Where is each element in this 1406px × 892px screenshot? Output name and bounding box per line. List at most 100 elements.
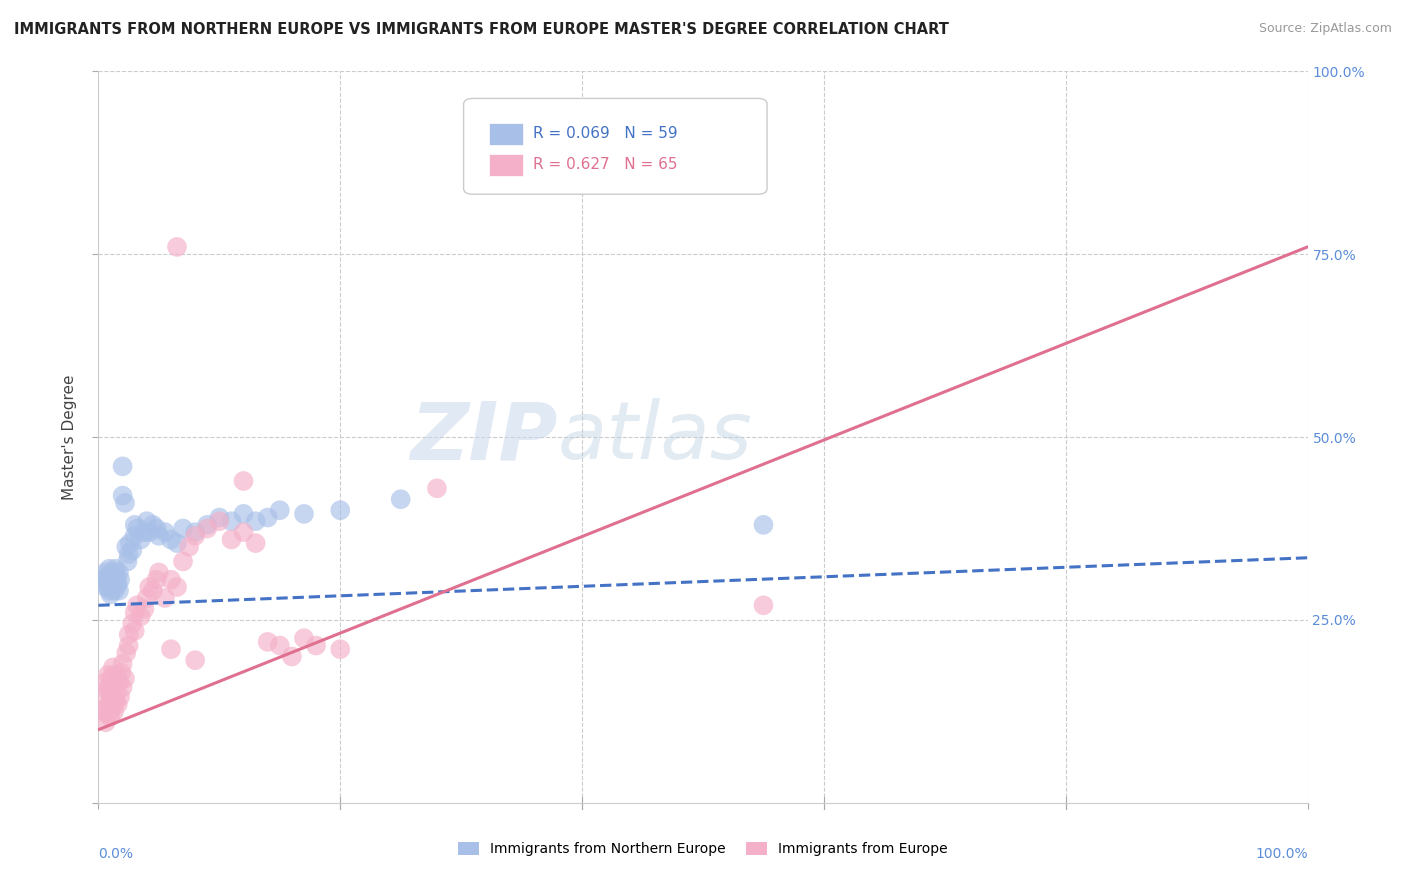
Point xyxy=(281,649,304,664)
Point xyxy=(96,682,118,697)
Point xyxy=(111,489,134,503)
Point xyxy=(134,525,156,540)
Point xyxy=(172,521,194,535)
Point xyxy=(100,569,122,583)
Point xyxy=(179,540,201,554)
Point xyxy=(111,459,134,474)
Point xyxy=(160,573,183,587)
Point xyxy=(100,587,122,601)
Text: atlas: atlas xyxy=(558,398,752,476)
Point xyxy=(96,576,118,591)
Point xyxy=(129,533,152,547)
Point xyxy=(305,639,328,653)
Point xyxy=(127,521,149,535)
Y-axis label: Master's Degree: Master's Degree xyxy=(62,375,77,500)
Point xyxy=(166,240,188,254)
Point xyxy=(269,503,291,517)
Point xyxy=(107,697,129,711)
Point xyxy=(93,690,115,704)
Point xyxy=(100,580,122,594)
Point xyxy=(148,566,170,580)
Point xyxy=(94,715,117,730)
Point xyxy=(389,492,412,507)
Point xyxy=(245,536,267,550)
Point xyxy=(94,566,117,580)
Point xyxy=(101,573,124,587)
Point xyxy=(101,566,124,580)
Point xyxy=(114,672,136,686)
Point xyxy=(292,632,315,646)
Point xyxy=(153,591,176,605)
Point xyxy=(121,616,143,631)
Point xyxy=(124,606,146,620)
Point xyxy=(98,583,121,598)
Point xyxy=(115,646,138,660)
Text: ZIP: ZIP xyxy=(411,398,558,476)
Text: R = 0.069   N = 59: R = 0.069 N = 59 xyxy=(533,126,678,141)
Point xyxy=(117,554,139,568)
Point xyxy=(98,697,121,711)
Point xyxy=(256,635,278,649)
Point xyxy=(232,474,254,488)
Point xyxy=(124,529,146,543)
Legend: Immigrants from Northern Europe, Immigrants from Europe: Immigrants from Northern Europe, Immigra… xyxy=(453,837,953,862)
Point xyxy=(142,517,165,532)
Point xyxy=(245,514,267,528)
Text: Source: ZipAtlas.com: Source: ZipAtlas.com xyxy=(1258,22,1392,36)
Point xyxy=(107,576,129,591)
Point xyxy=(91,705,114,719)
Point xyxy=(104,570,127,584)
Point xyxy=(142,583,165,598)
Point xyxy=(97,708,120,723)
Point xyxy=(97,580,120,594)
Point xyxy=(138,525,160,540)
Point xyxy=(103,705,125,719)
Point xyxy=(105,667,128,681)
Point xyxy=(166,536,188,550)
Point xyxy=(232,525,254,540)
Point xyxy=(118,536,141,550)
Point xyxy=(111,680,134,694)
Point xyxy=(184,529,207,543)
Point xyxy=(104,695,127,709)
Point xyxy=(118,639,141,653)
Point xyxy=(752,517,775,532)
Point xyxy=(100,709,122,723)
Point xyxy=(110,665,132,680)
Point xyxy=(96,569,118,583)
Text: IMMIGRANTS FROM NORTHERN EUROPE VS IMMIGRANTS FROM EUROPE MASTER'S DEGREE CORREL: IMMIGRANTS FROM NORTHERN EUROPE VS IMMIG… xyxy=(14,22,949,37)
Point xyxy=(129,609,152,624)
Point xyxy=(166,580,188,594)
Point xyxy=(160,642,183,657)
Point xyxy=(115,540,138,554)
Point xyxy=(98,562,121,576)
Point xyxy=(148,529,170,543)
Point xyxy=(98,679,121,693)
Point xyxy=(101,660,124,674)
Point xyxy=(135,591,157,605)
Point xyxy=(108,573,131,587)
Point xyxy=(108,675,131,690)
Point xyxy=(111,657,134,671)
Point xyxy=(118,547,141,561)
Point xyxy=(100,670,122,684)
Point xyxy=(135,514,157,528)
Point xyxy=(172,554,194,568)
Point xyxy=(108,690,131,704)
Point xyxy=(124,624,146,638)
Point xyxy=(108,583,131,598)
Point xyxy=(103,677,125,691)
Point xyxy=(195,521,218,535)
Point xyxy=(134,602,156,616)
Point xyxy=(127,599,149,613)
Point xyxy=(124,517,146,532)
FancyBboxPatch shape xyxy=(489,123,523,145)
Text: 0.0%: 0.0% xyxy=(98,847,134,861)
Point xyxy=(153,525,176,540)
Point xyxy=(100,688,122,702)
Point xyxy=(100,576,122,591)
Point xyxy=(105,686,128,700)
Point xyxy=(105,580,128,594)
Point xyxy=(221,514,243,528)
Point xyxy=(104,562,127,576)
